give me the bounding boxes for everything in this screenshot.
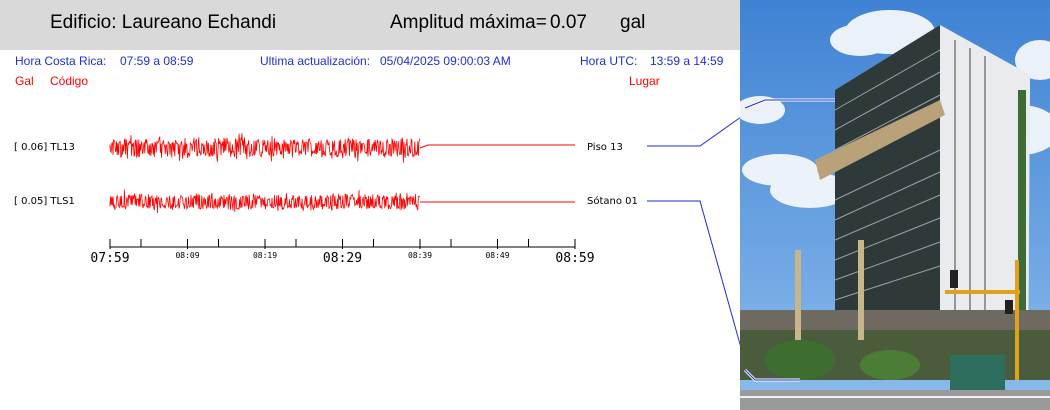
place-label-sotano01: Sótano 01 [587,196,638,207]
header-bar: Edificio: Laureano Echandi Amplitud máxi… [0,0,740,50]
tick-label-0759: 07:59 [90,251,129,266]
connector-1-halo [647,199,740,350]
connector-0-halo [647,115,740,148]
cr-time-range: 07:59 a 08:59 [120,54,194,68]
building-title: Edificio: Laureano Echandi [50,12,277,33]
trace-tl13 [109,133,420,163]
time-axis: 07:59 08:29 08:59 08:09 08:19 08:39 08:49 [90,239,595,266]
lugar-column-header: Lugar [629,74,660,88]
tick-label-0839: 08:39 [408,251,432,260]
tick-label-0829: 08:29 [323,251,362,266]
cr-time-label: Hora Costa Rica: [15,54,107,68]
connector-1 [647,200,740,347]
utc-time-label: Hora UTC: [580,54,638,68]
traces-group [109,133,575,214]
tick-label-0859: 08:59 [555,251,594,266]
amplitude-label: Amplitud máxima= [390,12,547,33]
tick-label-0809: 08:09 [175,251,199,260]
trace-tls1 [109,189,420,214]
connectors-group [647,115,740,350]
flat-tail-tl13 [419,144,575,149]
channel-label-tls1: [ 0.05] TLS1 [14,196,75,207]
tick-label-0819: 08:19 [253,251,277,260]
tick-label-0849: 08:49 [485,251,509,260]
codigo-column-header: Código [50,74,89,88]
seismogram-plot: 07:59 08:29 08:59 08:09 08:19 08:39 08:49 [90,115,740,350]
update-label: Ultima actualización: [260,54,371,68]
place-label-piso13: Piso 13 [587,142,623,153]
amplitude-unit: gal [620,12,646,33]
connector-0 [647,117,740,147]
utc-time-range: 13:59 a 14:59 [650,54,724,68]
update-value: 05/04/2025 09:00:03 AM [380,54,511,68]
amplitude-value: 0.07 [550,12,587,33]
building-photo [740,0,1050,410]
channel-label-tl13: [ 0.06] TL13 [14,142,75,153]
gal-column-header: Gal [15,74,34,88]
